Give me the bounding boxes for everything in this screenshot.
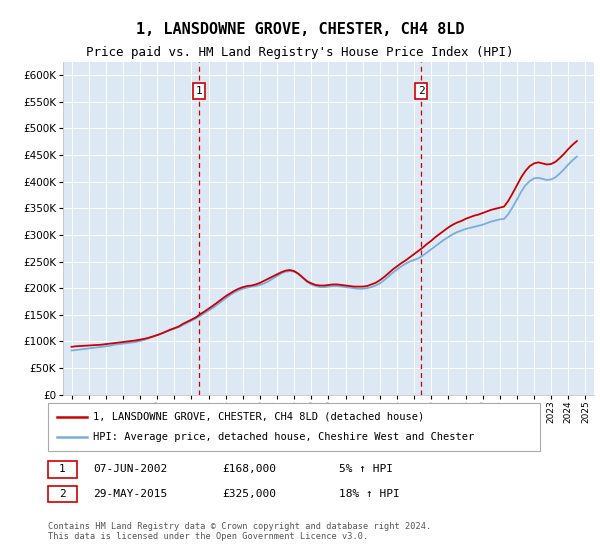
- Text: 2: 2: [418, 86, 425, 96]
- Text: £168,000: £168,000: [222, 464, 276, 474]
- Text: HPI: Average price, detached house, Cheshire West and Chester: HPI: Average price, detached house, Ches…: [93, 432, 474, 442]
- Text: 29-MAY-2015: 29-MAY-2015: [93, 489, 167, 499]
- Text: 5% ↑ HPI: 5% ↑ HPI: [339, 464, 393, 474]
- Text: 1: 1: [59, 464, 66, 474]
- Text: Contains HM Land Registry data © Crown copyright and database right 2024.
This d: Contains HM Land Registry data © Crown c…: [48, 522, 431, 542]
- Text: 07-JUN-2002: 07-JUN-2002: [93, 464, 167, 474]
- Text: 1: 1: [196, 86, 202, 96]
- Text: 1, LANSDOWNE GROVE, CHESTER, CH4 8LD (detached house): 1, LANSDOWNE GROVE, CHESTER, CH4 8LD (de…: [93, 412, 424, 422]
- Text: 18% ↑ HPI: 18% ↑ HPI: [339, 489, 400, 499]
- Text: 2: 2: [59, 489, 66, 499]
- Text: Price paid vs. HM Land Registry's House Price Index (HPI): Price paid vs. HM Land Registry's House …: [86, 46, 514, 59]
- Text: 1, LANSDOWNE GROVE, CHESTER, CH4 8LD: 1, LANSDOWNE GROVE, CHESTER, CH4 8LD: [136, 22, 464, 38]
- Text: £325,000: £325,000: [222, 489, 276, 499]
